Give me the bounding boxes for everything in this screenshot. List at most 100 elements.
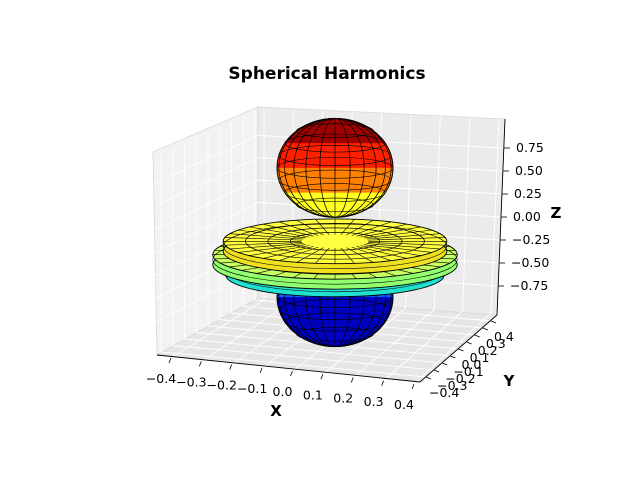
x-tick-mark xyxy=(229,364,233,370)
y-tick-mark xyxy=(458,348,464,352)
sphere-outline xyxy=(276,117,394,218)
z-grid-line-left xyxy=(154,179,259,230)
z-tick-label: 0.00 xyxy=(513,209,541,224)
z-grid-line-left xyxy=(154,157,259,207)
x-tick-label: 0.3 xyxy=(364,394,384,409)
z-tick-label: −0.75 xyxy=(510,278,548,293)
ring-mesh-spoke xyxy=(229,243,304,250)
y-tick-label: −0.3 xyxy=(437,378,467,393)
ring-mesh-spoke xyxy=(263,223,314,237)
x-tick-label: 0.0 xyxy=(273,384,293,399)
y-tick-mark xyxy=(482,327,489,331)
ring-mesh-spoke xyxy=(224,242,302,246)
ring-mesh-spoke xyxy=(368,237,446,241)
x-grid-line xyxy=(322,307,407,375)
x-tick-label: −0.4 xyxy=(146,371,176,386)
ring-mesh-spoke xyxy=(356,246,407,259)
z-tick-label: 0.50 xyxy=(515,163,543,178)
x-grid-line-back xyxy=(490,118,500,314)
tick-marks: −0.4 −0.3 −0.2 −0.1 0.0 0.1 0.2 0.3 0.4−0.4−0.3−… xyxy=(146,140,550,412)
y-tick-label: 0.1 xyxy=(470,350,490,365)
x-grid-line xyxy=(201,301,293,362)
ring-mesh-spoke xyxy=(366,233,441,240)
z-tick-label: 0.75 xyxy=(516,140,544,155)
ring-mesh-spoke xyxy=(263,246,314,259)
z-tick-label: −0.25 xyxy=(512,232,550,247)
y-tick-mark xyxy=(433,369,440,373)
ring-mesh-spoke xyxy=(360,245,421,256)
z-grid-line-left xyxy=(154,202,259,253)
ring-mesh-spoke xyxy=(238,244,306,253)
x-tick-label: −0.1 xyxy=(237,381,267,396)
ring-mesh-spoke xyxy=(351,246,391,261)
ring-mesh-spoke xyxy=(340,219,355,235)
ring-mesh-spoke xyxy=(340,247,355,264)
ring-mesh-spoke xyxy=(224,237,302,241)
chart-title: Spherical Harmonics xyxy=(228,64,425,84)
y-tick-label: −0.4 xyxy=(429,385,459,400)
x-tick-mark xyxy=(320,374,324,380)
y-tick-label: 0.4 xyxy=(494,329,514,344)
y-axis-line xyxy=(419,314,498,383)
ring-mesh-spoke xyxy=(229,233,304,240)
ring-mesh-spoke xyxy=(346,220,374,236)
y-grid-line xyxy=(160,351,427,378)
x-grid-line xyxy=(352,309,435,378)
y-tick-mark xyxy=(474,334,480,338)
z-grid-line-left xyxy=(154,134,259,184)
ring-mesh-spoke xyxy=(364,229,432,239)
ring-mesh-spoke xyxy=(279,246,319,261)
x-tick-label: −0.3 xyxy=(176,374,206,389)
ring-mesh-spoke xyxy=(356,223,407,237)
ring-mesh-spoke xyxy=(315,247,330,264)
y-tick-mark xyxy=(450,355,456,359)
y-axis-label: Y xyxy=(503,372,516,390)
y-tick-mark xyxy=(466,341,472,345)
harmonic-surface xyxy=(212,117,458,348)
ring-mesh-spoke xyxy=(351,221,391,236)
x-tick-mark xyxy=(168,357,172,364)
y-tick-label: 0.2 xyxy=(478,343,498,358)
y-grid-line xyxy=(172,345,435,371)
x-tick-label: 0.4 xyxy=(394,397,414,412)
y-tick-label: 0.3 xyxy=(486,336,506,351)
y-tick-mark xyxy=(490,320,497,324)
y-tick-label: 0.0 xyxy=(462,357,482,372)
ring-mesh-spoke xyxy=(296,220,324,236)
x-tick-mark xyxy=(199,361,202,367)
y-grid-line xyxy=(184,338,443,364)
z-axis-label: Z xyxy=(551,204,562,222)
x-grid-line xyxy=(170,299,265,359)
x-tick-mark xyxy=(350,377,354,383)
x-tick-mark xyxy=(290,370,293,377)
y-tick-label: −0.2 xyxy=(445,371,475,386)
ring-mesh-spoke xyxy=(360,226,421,238)
y-tick-label: −0.1 xyxy=(453,364,483,379)
ring-edge xyxy=(222,223,448,269)
surface-ring-lobe xyxy=(222,218,448,275)
y-tick-mark xyxy=(425,376,432,380)
y-tick-mark xyxy=(442,362,448,366)
ring-mesh-spoke xyxy=(249,226,310,238)
x-tick-mark xyxy=(411,383,415,390)
x-tick-label: 0.1 xyxy=(303,387,323,402)
ring-mesh-spoke xyxy=(296,247,324,263)
ring-mesh-spoke xyxy=(366,243,441,250)
surface-sphere-lobe xyxy=(276,117,394,218)
x-axis-line xyxy=(156,354,421,383)
x-axis-label: X xyxy=(270,402,282,420)
ring-mesh-spoke xyxy=(249,245,310,256)
x-tick-label: 0.2 xyxy=(333,391,353,406)
ring-mesh-spoke xyxy=(368,242,446,246)
z-tick-label: −0.50 xyxy=(511,255,549,270)
ring-mesh-spoke xyxy=(238,229,306,239)
x-tick-mark xyxy=(381,380,384,386)
x-tick-mark xyxy=(259,367,263,373)
ring-mesh-spoke xyxy=(315,219,330,235)
grid-lines xyxy=(154,108,505,385)
z-tick-label: 0.25 xyxy=(514,186,542,201)
ring-mesh-spoke xyxy=(279,221,319,236)
ring-mesh-spoke xyxy=(346,247,374,263)
ring-mesh-spoke xyxy=(364,244,432,253)
